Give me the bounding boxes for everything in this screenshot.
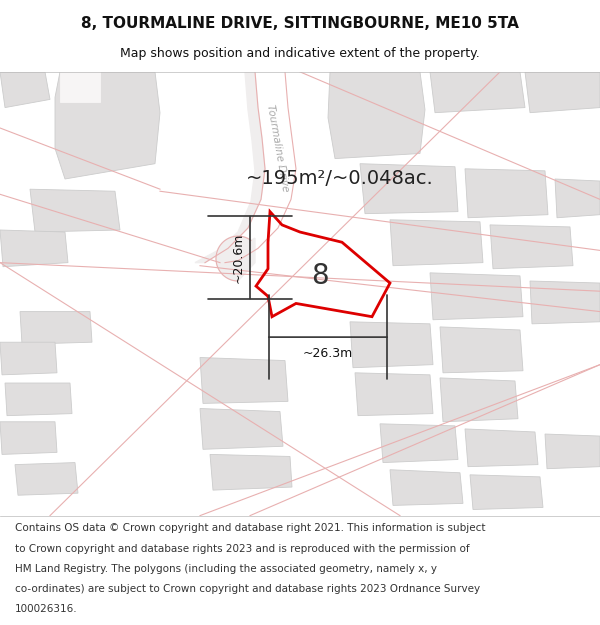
Text: co-ordinates) are subject to Crown copyright and database rights 2023 Ordnance S: co-ordinates) are subject to Crown copyr…	[15, 584, 480, 594]
Polygon shape	[195, 72, 265, 262]
Text: ~195m²/~0.048ac.: ~195m²/~0.048ac.	[246, 169, 434, 189]
Polygon shape	[430, 273, 523, 320]
Polygon shape	[490, 225, 573, 269]
Polygon shape	[380, 424, 458, 462]
Polygon shape	[360, 164, 458, 214]
Polygon shape	[440, 378, 518, 422]
Text: Tourmaline Drive: Tourmaline Drive	[265, 104, 290, 193]
Text: ~26.3m: ~26.3m	[303, 348, 353, 360]
Polygon shape	[465, 169, 548, 217]
Polygon shape	[350, 322, 433, 368]
Polygon shape	[355, 372, 433, 416]
Polygon shape	[60, 72, 100, 102]
Polygon shape	[555, 179, 600, 217]
Polygon shape	[200, 409, 283, 449]
Text: 8, TOURMALINE DRIVE, SITTINGBOURNE, ME10 5TA: 8, TOURMALINE DRIVE, SITTINGBOURNE, ME10…	[81, 16, 519, 31]
Text: 8: 8	[311, 262, 329, 290]
Polygon shape	[55, 72, 160, 179]
Polygon shape	[200, 357, 288, 403]
Polygon shape	[430, 72, 525, 112]
Polygon shape	[30, 189, 120, 232]
Polygon shape	[465, 429, 538, 467]
Polygon shape	[5, 383, 72, 416]
Text: Map shows position and indicative extent of the property.: Map shows position and indicative extent…	[120, 48, 480, 61]
Text: to Crown copyright and database rights 2023 and is reproduced with the permissio: to Crown copyright and database rights 2…	[15, 544, 470, 554]
Text: Contains OS data © Crown copyright and database right 2021. This information is : Contains OS data © Crown copyright and d…	[15, 523, 485, 533]
Polygon shape	[0, 342, 57, 375]
Text: 100026316.: 100026316.	[15, 604, 77, 614]
Polygon shape	[390, 470, 463, 506]
Text: ~20.6m: ~20.6m	[232, 232, 245, 282]
Polygon shape	[328, 72, 425, 159]
Polygon shape	[0, 72, 50, 107]
Polygon shape	[15, 462, 78, 495]
Polygon shape	[525, 72, 600, 112]
Polygon shape	[390, 220, 483, 266]
Polygon shape	[20, 312, 92, 344]
Polygon shape	[0, 422, 57, 454]
Polygon shape	[530, 281, 600, 324]
Polygon shape	[210, 454, 292, 490]
Polygon shape	[470, 475, 543, 509]
Polygon shape	[0, 230, 68, 267]
Polygon shape	[216, 236, 255, 281]
Polygon shape	[545, 434, 600, 469]
Text: HM Land Registry. The polygons (including the associated geometry, namely x, y: HM Land Registry. The polygons (includin…	[15, 564, 437, 574]
Polygon shape	[440, 327, 523, 372]
